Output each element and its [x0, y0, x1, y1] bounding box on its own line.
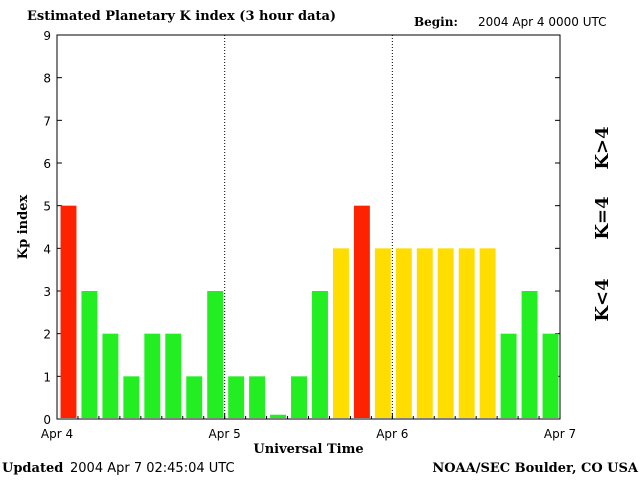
kp-bar	[291, 376, 307, 418]
source-credit: NOAA/SEC Boulder, CO USA	[432, 461, 638, 476]
y-tick-label: 7	[43, 114, 51, 128]
y-tick-label: 9	[43, 29, 51, 43]
kp-bar	[416, 248, 433, 418]
updated-value: 2004 Apr 7 02:45:04 UTC	[70, 461, 235, 476]
kp-bar	[542, 333, 559, 418]
kp-bar	[228, 376, 245, 418]
kp-bar	[144, 333, 161, 418]
kp-bar	[500, 333, 517, 418]
kp-bar	[479, 248, 496, 418]
y-tick-label: 4	[43, 242, 51, 256]
updated-label: Updated	[2, 461, 64, 476]
kp-bar	[207, 291, 224, 418]
begin-label: Begin:	[414, 15, 458, 29]
x-axis-title: Universal Time	[253, 442, 363, 457]
y-tick-label: 6	[43, 157, 51, 171]
legend-entry: K=4	[592, 196, 613, 239]
kp-bar	[395, 248, 412, 418]
y-tick-label: 5	[43, 200, 51, 214]
x-tick-label: Apr 4	[41, 427, 73, 441]
x-tick-label: Apr 6	[376, 427, 408, 441]
begin-value: 2004 Apr 4 0000 UTC	[478, 15, 607, 29]
chart-title: Estimated Planetary K index (3 hour data…	[27, 9, 337, 24]
kp-bar	[249, 376, 266, 418]
kp-bar	[374, 248, 391, 418]
kp-bar	[60, 205, 77, 418]
y-tick-label: 8	[43, 72, 51, 86]
kp-bar	[458, 248, 475, 418]
y-tick-label: 2	[43, 328, 51, 342]
x-tick-label: Apr 7	[544, 427, 576, 441]
kp-bar	[332, 248, 349, 418]
kp-bar	[102, 333, 119, 418]
legend-entry: K<4	[592, 278, 613, 321]
kp-bar	[437, 248, 454, 418]
kp-bar	[123, 376, 140, 418]
x-tick-label: Apr 5	[209, 427, 241, 441]
y-tick-label: 1	[43, 370, 51, 384]
kp-bar	[165, 333, 182, 418]
y-tick-label: 3	[43, 285, 51, 299]
kp-bar	[270, 414, 287, 418]
y-tick-label: 0	[43, 413, 51, 427]
kp-bar	[81, 291, 98, 418]
legend-entry: K>4	[592, 126, 613, 169]
kp-bar	[186, 376, 203, 418]
kp-bar	[521, 291, 538, 418]
y-axis-title: Kp index	[16, 195, 31, 260]
kp-bar	[353, 205, 370, 418]
kp-bar	[312, 291, 328, 418]
